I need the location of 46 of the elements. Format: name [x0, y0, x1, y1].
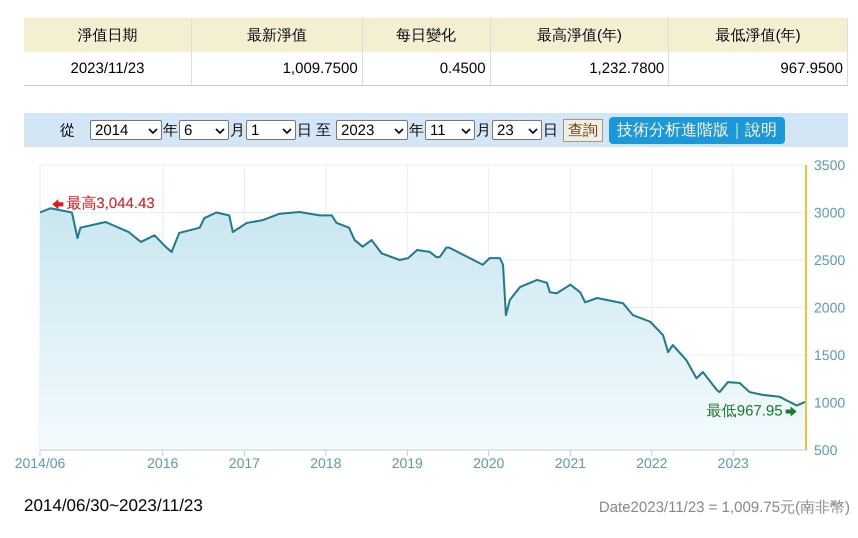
text: 1,232.7800 [490, 52, 669, 86]
annotation: 最低967.95 [706, 402, 783, 420]
x-tick-label: 2016 [147, 454, 178, 471]
text: 967.9500 [668, 52, 848, 86]
y-tick-label: 500 [814, 442, 838, 458]
text: 最新淨值 [191, 18, 362, 52]
text: 至 [316, 120, 331, 140]
annotation: 最高3,044.43 [66, 195, 155, 212]
x-tick-label: 2020 [473, 454, 504, 471]
x-tick-label: 2014/06 [14, 454, 66, 471]
text: 日 [543, 120, 558, 140]
text: 6 [179, 120, 229, 140]
text: 1,009.7500 [191, 52, 362, 86]
text: 0.4500 [362, 52, 490, 86]
text: 年 [163, 120, 178, 140]
x-tick-label: 2019 [392, 454, 424, 471]
text: 最高淨值(年) [490, 18, 669, 52]
text: 淨值日期 [24, 18, 192, 52]
y-tick-label: 2000 [814, 299, 846, 316]
text: 每日變化 [362, 18, 490, 52]
y-tick-label: 1000 [814, 394, 846, 410]
text: 2014 [90, 120, 162, 140]
x-tick-label: 2022 [636, 454, 668, 471]
text: 技術分析進階版｜說明 [609, 116, 785, 144]
x-tick-label: 2021 [554, 454, 586, 471]
text: 1 [246, 120, 296, 140]
y-tick-label: 1500 [814, 346, 846, 363]
text: 查詢 [563, 118, 603, 142]
text: 最低淨值(年) [668, 18, 848, 52]
text: 23 [492, 120, 542, 140]
text: 月 [230, 120, 245, 140]
text: 2023/11/23 [24, 52, 192, 86]
y-tick-label: 3000 [814, 204, 846, 220]
text: 2023 [336, 120, 408, 140]
text: 2014/06/30~2023/11/23 [24, 496, 203, 516]
text: 月 [476, 120, 491, 140]
y-tick-label: 2500 [814, 252, 846, 268]
x-tick-label: 2017 [228, 454, 260, 471]
x-tick-label: 2023 [718, 454, 750, 471]
x-tick-label: 2018 [310, 454, 342, 471]
text: 從 [60, 120, 75, 140]
text: 日 [297, 120, 312, 140]
text: 11 [425, 120, 475, 140]
text: Date2023/11/23 = 1,009.75元(南非幣) [598, 498, 850, 517]
text: 年 [409, 120, 424, 140]
y-tick-label: 3500 [814, 156, 846, 173]
